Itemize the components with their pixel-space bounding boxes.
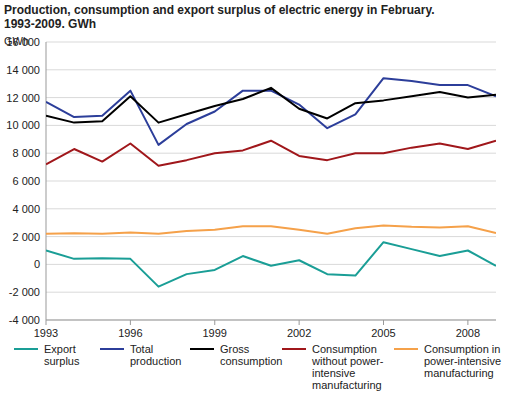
legend-line: Total [130, 343, 153, 355]
x-tick [383, 320, 384, 325]
grid-line [46, 292, 496, 293]
legend-swatch [14, 348, 38, 350]
grid-line [46, 208, 496, 209]
legend-swatch [190, 348, 214, 350]
x-tick [46, 320, 47, 325]
x-tick-label: 1993 [34, 327, 58, 339]
grid-line [46, 97, 496, 98]
subtitle: 1993-2009. GWh [4, 17, 96, 31]
legend-line: Export [44, 343, 76, 355]
x-axis-line [46, 320, 496, 321]
legend-line: intensive [312, 367, 355, 379]
x-tick-label: 1999 [203, 327, 227, 339]
legend-label: Exportsurplus [44, 343, 80, 367]
legend-line: power-intensive [424, 355, 501, 367]
grid-line [46, 42, 496, 43]
legend-label: Totalproduction [130, 343, 181, 367]
legend-line: manufacturing [424, 367, 494, 379]
y-tick-label: 16 000 [6, 36, 40, 48]
legend-label: Consumption inpower-intensivemanufacturi… [424, 343, 501, 379]
x-tick [299, 320, 300, 325]
series-line [46, 78, 496, 145]
x-tick [130, 320, 131, 325]
legend-swatch [282, 348, 306, 350]
x-tick-label: 1996 [118, 327, 142, 339]
grid-line [46, 320, 496, 321]
legend-line: consumption [220, 355, 282, 367]
series-line [46, 88, 496, 123]
y-tick-label: -4 000 [9, 314, 40, 326]
y-tick-label: 14 000 [6, 64, 40, 76]
legend-swatch [394, 348, 418, 350]
legend-line: Consumption [312, 343, 377, 355]
legend-label: Grossconsumption [220, 343, 282, 367]
y-tick-label: 8 000 [12, 147, 40, 159]
legend-line: production [130, 355, 181, 367]
series-line [46, 141, 496, 166]
chart: Production, consumption and export surpl… [0, 0, 512, 397]
x-tick-label: 2002 [287, 327, 311, 339]
y-tick-label: -2 000 [9, 286, 40, 298]
x-tick [214, 320, 215, 325]
series-line [46, 242, 496, 286]
grid-line [46, 125, 496, 126]
legend-label: Consumptionwithout power-intensivemanufa… [311, 343, 384, 391]
y-tick-label: 6 000 [12, 175, 40, 187]
y-tick-label: 10 000 [6, 119, 40, 131]
legend-line: Consumption in [424, 343, 500, 355]
y-tick-label: 2 000 [12, 231, 40, 243]
y-tick-label: 4 000 [12, 203, 40, 215]
grid-line [46, 236, 496, 237]
series-line [46, 225, 496, 233]
plot-lines [46, 78, 496, 287]
y-tick-label: 0 [34, 258, 40, 270]
grid-line [46, 181, 496, 182]
legend-line: surplus [44, 355, 80, 367]
x-tick [467, 320, 468, 325]
legend-line: Gross [220, 343, 250, 355]
x-tick-label: 2005 [371, 327, 395, 339]
y-tick-label: 12 000 [6, 92, 40, 104]
x-tick-label: 2008 [456, 327, 480, 339]
legend-swatch [100, 348, 124, 350]
grid-line [46, 69, 496, 70]
legend-line: without power- [311, 355, 384, 367]
legend-line: manufacturing [312, 379, 382, 391]
y-axis-line [46, 42, 47, 320]
title: Production, consumption and export surpl… [4, 3, 435, 17]
